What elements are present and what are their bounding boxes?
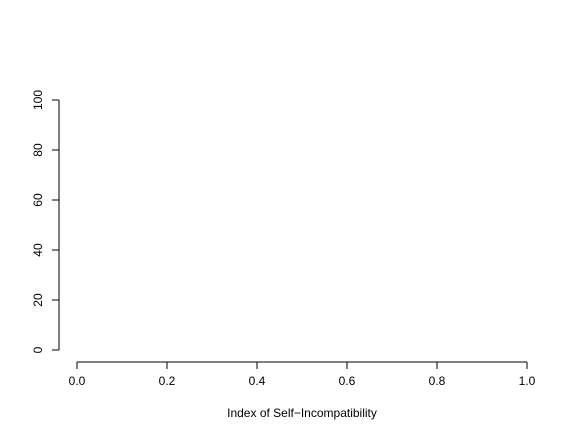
y-tick-label: 80 — [31, 143, 45, 157]
y-tick-label: 40 — [31, 243, 45, 257]
x-ticks: 0.0 0.2 0.4 0.6 0.8 1.0 — [69, 362, 536, 388]
x-tick-label: 0.8 — [429, 374, 446, 388]
y-tick-label: 20 — [31, 293, 45, 307]
y-tick-label: 100 — [31, 90, 45, 110]
x-axis: 0.0 0.2 0.4 0.6 0.8 1.0 — [69, 361, 536, 388]
y-ticks: 0 20 40 60 80 100 — [31, 90, 59, 353]
y-axis: 0 20 40 60 80 100 — [31, 90, 60, 353]
x-tick-label: 1.0 — [519, 374, 536, 388]
y-tick-label: 0 — [31, 346, 45, 353]
x-tick-label: 0.4 — [249, 374, 266, 388]
x-axis-label: Index of Self−Incompatibility — [227, 406, 377, 420]
y-tick-label: 60 — [31, 193, 45, 207]
x-tick-label: 0.2 — [159, 374, 176, 388]
x-tick-label: 0.6 — [339, 374, 356, 388]
x-tick-label: 0.0 — [69, 374, 86, 388]
